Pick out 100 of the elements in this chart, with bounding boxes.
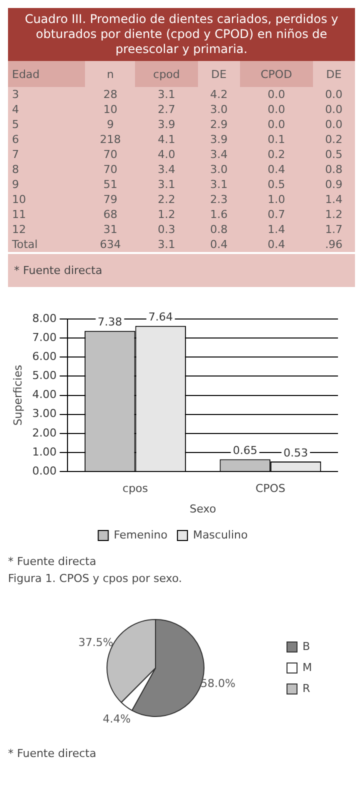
data-label: 4.4% <box>102 712 131 726</box>
y-axis-title: Edad <box>8 61 86 87</box>
data-label: 0.8 <box>209 222 229 237</box>
data-label: 0.0 <box>266 117 286 132</box>
data-label: 0.53 <box>284 446 308 460</box>
data-label: 0.4 <box>266 162 286 177</box>
data-label: 3.4 <box>209 147 229 162</box>
data-label: 79 <box>102 192 118 207</box>
data-label: 3.1 <box>156 177 176 192</box>
data-label: 0.0 <box>266 102 286 117</box>
data-label: 68 <box>102 207 118 222</box>
data-label: 37.5% <box>78 636 114 650</box>
x-tick-label: n <box>85 61 136 87</box>
y-tick-label: 2.00 <box>32 426 57 440</box>
y-tick-label: 9 <box>11 177 20 192</box>
data-label: 3.1 <box>209 177 229 192</box>
data-label: 1.2 <box>324 207 344 222</box>
y-tick-label: 11 <box>11 207 27 222</box>
chart-title: Cuadro III. Promedio de dientes cariados, perdidos y obturados por diente (cpod y CPOD) en niños de preescolar y primaria. <box>8 8 355 61</box>
data-label: 2.3 <box>209 192 229 207</box>
y-tick-label: 1.00 <box>32 445 57 458</box>
data-label: 0.7 <box>266 207 286 222</box>
x-tick-label: CPOS <box>255 482 286 496</box>
data-label: 51 <box>102 177 118 192</box>
text: Figura 1. CPOS y cpos por sexo. <box>8 572 183 585</box>
y-tick-label: 0.00 <box>32 464 57 478</box>
y-tick-label: 5 <box>11 117 20 132</box>
y-tick-label: 7.00 <box>32 330 57 344</box>
data-label: 1.0 <box>266 192 286 207</box>
x-tick-label: DE <box>198 61 240 87</box>
data-label: 1.7 <box>324 222 344 237</box>
data-label: 2.7 <box>156 102 176 117</box>
y-tick-label: 10 <box>11 192 27 207</box>
data-label: 3.0 <box>209 162 229 177</box>
text: * Fuente directa <box>14 264 104 277</box>
data-label: 0.65 <box>232 444 258 458</box>
data-label: 28 <box>102 87 118 102</box>
y-tick-label: 4 <box>11 102 20 117</box>
data-label: 0.9 <box>324 177 344 192</box>
data-label: 4.0 <box>156 147 176 162</box>
data-label: 2.2 <box>156 192 176 207</box>
data-label: 0.2 <box>324 132 344 147</box>
data-label: 70 <box>102 162 118 177</box>
data-label: 9 <box>106 117 115 132</box>
data-label: 0.0 <box>324 117 344 132</box>
data-label: 0.4 <box>209 237 229 252</box>
data-label: 3.0 <box>209 102 229 117</box>
legend-label: M <box>302 660 312 674</box>
data-label: 1.4 <box>266 222 286 237</box>
data-label: 3.9 <box>209 132 229 147</box>
x-tick-label: DE <box>312 61 355 87</box>
data-label: 1.6 <box>209 207 229 222</box>
data-label: 0.0 <box>266 87 286 102</box>
y-tick-label: 3 <box>11 87 20 102</box>
data-label: 3.1 <box>156 237 176 252</box>
x-tick-label: CPOD <box>240 61 313 87</box>
data-label: 0.1 <box>266 132 286 147</box>
data-label: 31 <box>102 222 118 237</box>
data-label: 1.4 <box>324 192 344 207</box>
text: * Fuente directa <box>8 555 98 568</box>
data-label: 0.3 <box>156 222 176 237</box>
text: * Fuente directa <box>8 747 98 760</box>
data-label: 3.4 <box>156 162 176 177</box>
data-label: 0.4 <box>266 237 286 252</box>
data-label: 0.8 <box>324 162 344 177</box>
data-label: 2.9 <box>209 117 229 132</box>
x-tick-label: cpos <box>122 482 148 496</box>
data-label: 3.9 <box>156 117 176 132</box>
data-label: 10 <box>102 102 118 117</box>
data-label: 218 <box>98 132 122 147</box>
data-label: 634 <box>98 237 122 252</box>
y-tick-label: 7 <box>11 147 20 162</box>
legend-label: B <box>302 640 310 653</box>
y-tick-label: 6 <box>11 132 20 147</box>
data-label: 7.64 <box>148 310 173 324</box>
data-label: 4.1 <box>156 132 176 147</box>
data-label: 0.0 <box>324 87 344 102</box>
x-tick-label: cpod <box>135 61 198 87</box>
y-tick-label: 3.00 <box>32 407 57 420</box>
y-tick-label: Total <box>11 237 39 252</box>
data-label: 58.0% <box>200 677 236 690</box>
data-label: 3.1 <box>156 87 176 102</box>
y-tick-label: 5.00 <box>32 369 57 382</box>
y-tick-label: 8 <box>11 162 20 177</box>
x-axis-title: Sexo <box>190 502 216 516</box>
data-label: 4.2 <box>209 87 229 102</box>
y-tick-label: 6.00 <box>32 350 57 364</box>
legend-label: R <box>302 682 311 695</box>
y-tick-label: 12 <box>11 222 27 237</box>
data-label: 70 <box>102 147 118 162</box>
y-tick-label: 8.00 <box>32 312 57 325</box>
data-label: 7.38 <box>98 316 122 329</box>
data-label: 0.0 <box>324 102 344 117</box>
legend-label: Femenino <box>114 528 168 542</box>
data-label: 0.2 <box>266 147 286 162</box>
legend-label: Masculino <box>192 528 248 542</box>
y-tick-label: 4.00 <box>32 388 57 402</box>
data-label: 0.5 <box>266 177 286 192</box>
y-axis-title: Superficies <box>11 364 24 426</box>
data-label: .96 <box>324 237 344 252</box>
